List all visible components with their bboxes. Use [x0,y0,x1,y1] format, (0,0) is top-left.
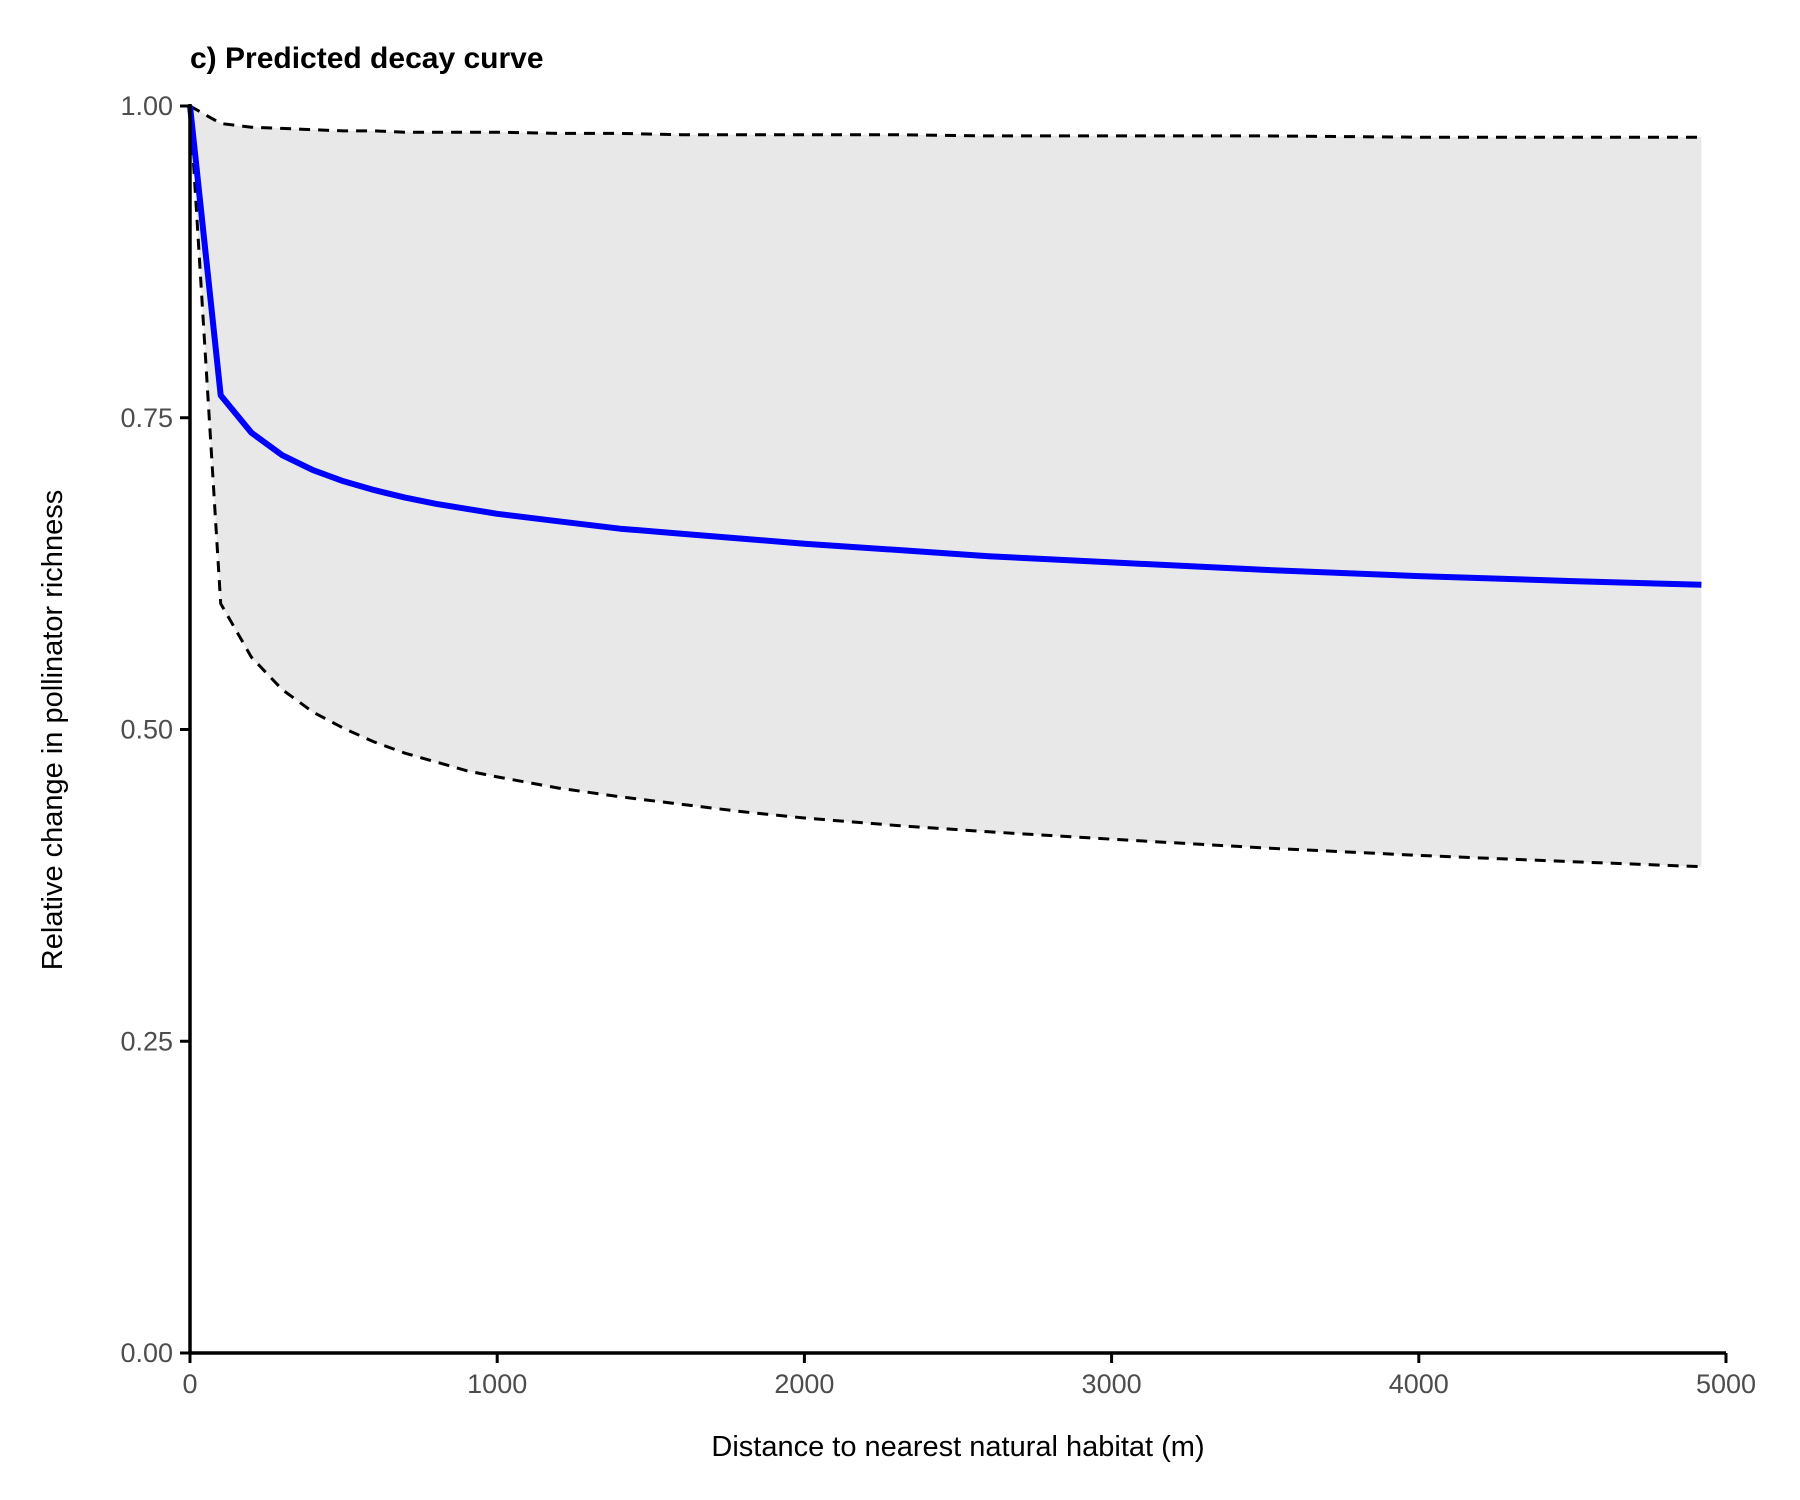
confidence-band [190,106,1702,867]
y-axis-label: Relative change in pollinator richness [37,490,69,970]
y-tick-label: 0.25 [120,1026,173,1056]
x-axis-label: Distance to nearest natural habitat (m) [711,1431,1204,1463]
x-tick-label: 2000 [774,1369,834,1399]
upper-bound-line [189,104,1702,139]
fitted-curve-line [187,105,1702,588]
chart-title: c) Predicted decay curve [190,42,544,75]
x-tick-label: 4000 [1389,1369,1449,1399]
y-tick-label: 0.50 [120,715,173,745]
y-tick-label: 0.00 [120,1338,173,1368]
axes: 0 1000 2000 3000 4000 5000 0.00 0.25 0.50 0.75 1.0… [120,91,1756,1399]
y-tick-label: 0.75 [120,403,173,433]
x-tick-label: 3000 [1082,1369,1142,1399]
lower-bound-line [188,105,1702,869]
x-tick-label: 5000 [1696,1369,1756,1399]
x-tick-label: 0 [182,1369,197,1399]
x-tick-label: 1000 [467,1369,527,1399]
y-tick-label: 1.00 [120,91,173,121]
plot-area [187,104,1702,869]
